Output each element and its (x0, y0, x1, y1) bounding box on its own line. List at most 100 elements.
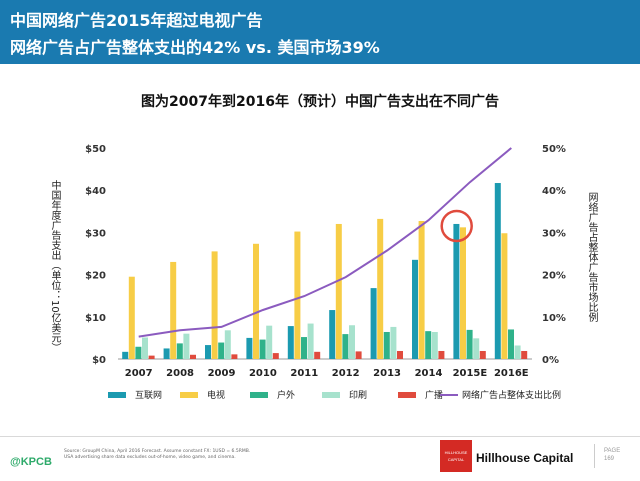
footer-divider (0, 436, 640, 437)
bar-2016E-广播 (521, 350, 528, 359)
bar-2007-印刷 (142, 337, 148, 359)
bar-2011-印刷 (307, 323, 314, 359)
legend-swatch-印刷 (322, 392, 340, 398)
y-tick-label-right: 50% (542, 144, 566, 155)
y-tick-label-left: $40 (85, 186, 106, 197)
bar-2015E-互联网 (453, 223, 460, 359)
bar-2009-印刷 (224, 330, 231, 359)
bar-2010-互联网 (246, 337, 253, 359)
legend-swatch-户外 (250, 392, 268, 398)
y-tick-label-left: $20 (85, 271, 106, 282)
footer-separator (594, 444, 595, 468)
bar-2010-户外 (259, 339, 266, 359)
bar-2011-广播 (314, 351, 321, 359)
y-tick-label-right: 40% (542, 186, 566, 197)
bar-2014-互联网 (412, 259, 418, 359)
hillhouse-logo: HILLHOUSE CAPITAL (440, 440, 472, 472)
source-note: Source: GroupM China, April 2016 Forecas… (64, 449, 294, 461)
x-tick-label: 2011 (290, 368, 318, 379)
bar-2012-电视 (335, 223, 342, 359)
legend-label: 印刷 (349, 389, 367, 401)
bar-2011-互联网 (287, 326, 294, 359)
x-tick-label: 2015E (453, 368, 488, 379)
bar-2007-广播 (148, 355, 155, 359)
legend-swatch-互联网 (108, 392, 126, 398)
bar-2013-广播 (397, 350, 403, 359)
bar-2008-互联网 (163, 348, 170, 359)
page-label: PAGE (604, 448, 621, 454)
bar-2012-广播 (355, 351, 362, 359)
bar-2009-电视 (211, 251, 218, 359)
y-tick-label-left: $0 (92, 355, 106, 366)
x-tick-label: 2007 (125, 368, 153, 379)
bar-2013-电视 (377, 218, 384, 359)
bar-2012-户外 (342, 334, 349, 359)
x-tick-label: 2014 (415, 368, 443, 379)
y-tick-label-right: 30% (542, 228, 566, 239)
bar-2015E-户外 (466, 329, 473, 359)
bar-2016E-电视 (501, 233, 508, 359)
bar-2015E-广播 (479, 350, 486, 359)
x-tick-label: 2012 (332, 368, 360, 379)
legend-swatch-电视 (180, 392, 198, 398)
bar-2008-印刷 (183, 333, 190, 359)
bar-2008-广播 (190, 354, 196, 359)
y-tick-label-right: 10% (542, 313, 566, 324)
bar-2013-户外 (383, 331, 390, 359)
bar-2016E-印刷 (514, 345, 521, 359)
y-axis-left-label: 中国年度广告支出（单位：10亿美元） (49, 180, 60, 353)
bar-2010-印刷 (266, 325, 273, 359)
legend-label: 户外 (277, 389, 295, 401)
bar-2010-广播 (272, 353, 279, 359)
bar-2007-互联网 (122, 351, 129, 359)
bar-2007-户外 (135, 346, 142, 359)
bar-2013-互联网 (370, 288, 377, 359)
header-title-line2: 网络广告占广告整体支出的42% vs. 美国市场39% (10, 38, 380, 57)
x-tick-label: 2009 (208, 368, 236, 379)
source-note-line1: Source: GroupM China, April 2016 Forecas… (64, 449, 251, 454)
legend-label: 互联网 (135, 390, 162, 401)
bar-2009-户外 (218, 342, 225, 359)
x-tick-label: 2016E (494, 368, 529, 379)
legend-label: 网络广告占整体支出比例 (462, 389, 561, 401)
page-indicator: PAGE 169 (604, 447, 620, 463)
bar-2014-印刷 (431, 331, 438, 359)
bar-2007-电视 (128, 276, 135, 359)
bar-2015E-电视 (460, 227, 466, 359)
legend-label: 广播 (425, 389, 443, 401)
logo-text-line2: CAPITAL (447, 457, 465, 462)
legend-label: 电视 (207, 389, 225, 401)
x-tick-label: 2013 (373, 368, 401, 379)
page-number: 169 (604, 456, 615, 462)
header-banner: 中国网络广告2015年超过电视广告 网络广告占广告整体支出的42% vs. 美国… (0, 0, 640, 64)
x-tick-label: 2008 (166, 368, 194, 379)
brand-name: Hillhouse Capital (476, 451, 574, 465)
bar-2008-电视 (170, 261, 177, 359)
legend-swatch-广播 (398, 392, 416, 398)
chart-title: 图为2007年到2016年（预计）中国广告支出在不同广告 (141, 94, 499, 110)
bar-2014-电视 (418, 221, 425, 359)
bar-2015E-印刷 (473, 338, 480, 359)
bar-2016E-户外 (508, 329, 514, 359)
bar-2011-电视 (294, 231, 301, 359)
highlight-circle (440, 209, 473, 243)
bar-2012-印刷 (349, 325, 355, 359)
bar-2014-广播 (438, 350, 445, 359)
kpcb-handle: @KPCB (10, 456, 52, 468)
y-tick-label-left: $10 (85, 313, 106, 324)
logo-text-line1: HILLHOUSE (444, 450, 468, 455)
bar-2013-印刷 (390, 326, 397, 359)
bar-2010-电视 (253, 243, 259, 359)
line-series-online-share (138, 147, 512, 338)
x-tick-label: 2010 (249, 368, 277, 379)
bar-2009-广播 (231, 354, 238, 359)
bar-2008-户外 (176, 343, 183, 359)
bar-2016E-互联网 (494, 183, 501, 359)
y-tick-label-left: $50 (85, 144, 106, 155)
source-note-line2: USA advertising share data excludes out-… (64, 455, 236, 460)
bar-2014-户外 (425, 331, 432, 359)
header-title-line1: 中国网络广告2015年超过电视广告 (10, 11, 263, 30)
bar-2012-互联网 (329, 310, 336, 359)
y-axis-right-label: 网络广告占整体广告市场比例 (586, 192, 597, 322)
